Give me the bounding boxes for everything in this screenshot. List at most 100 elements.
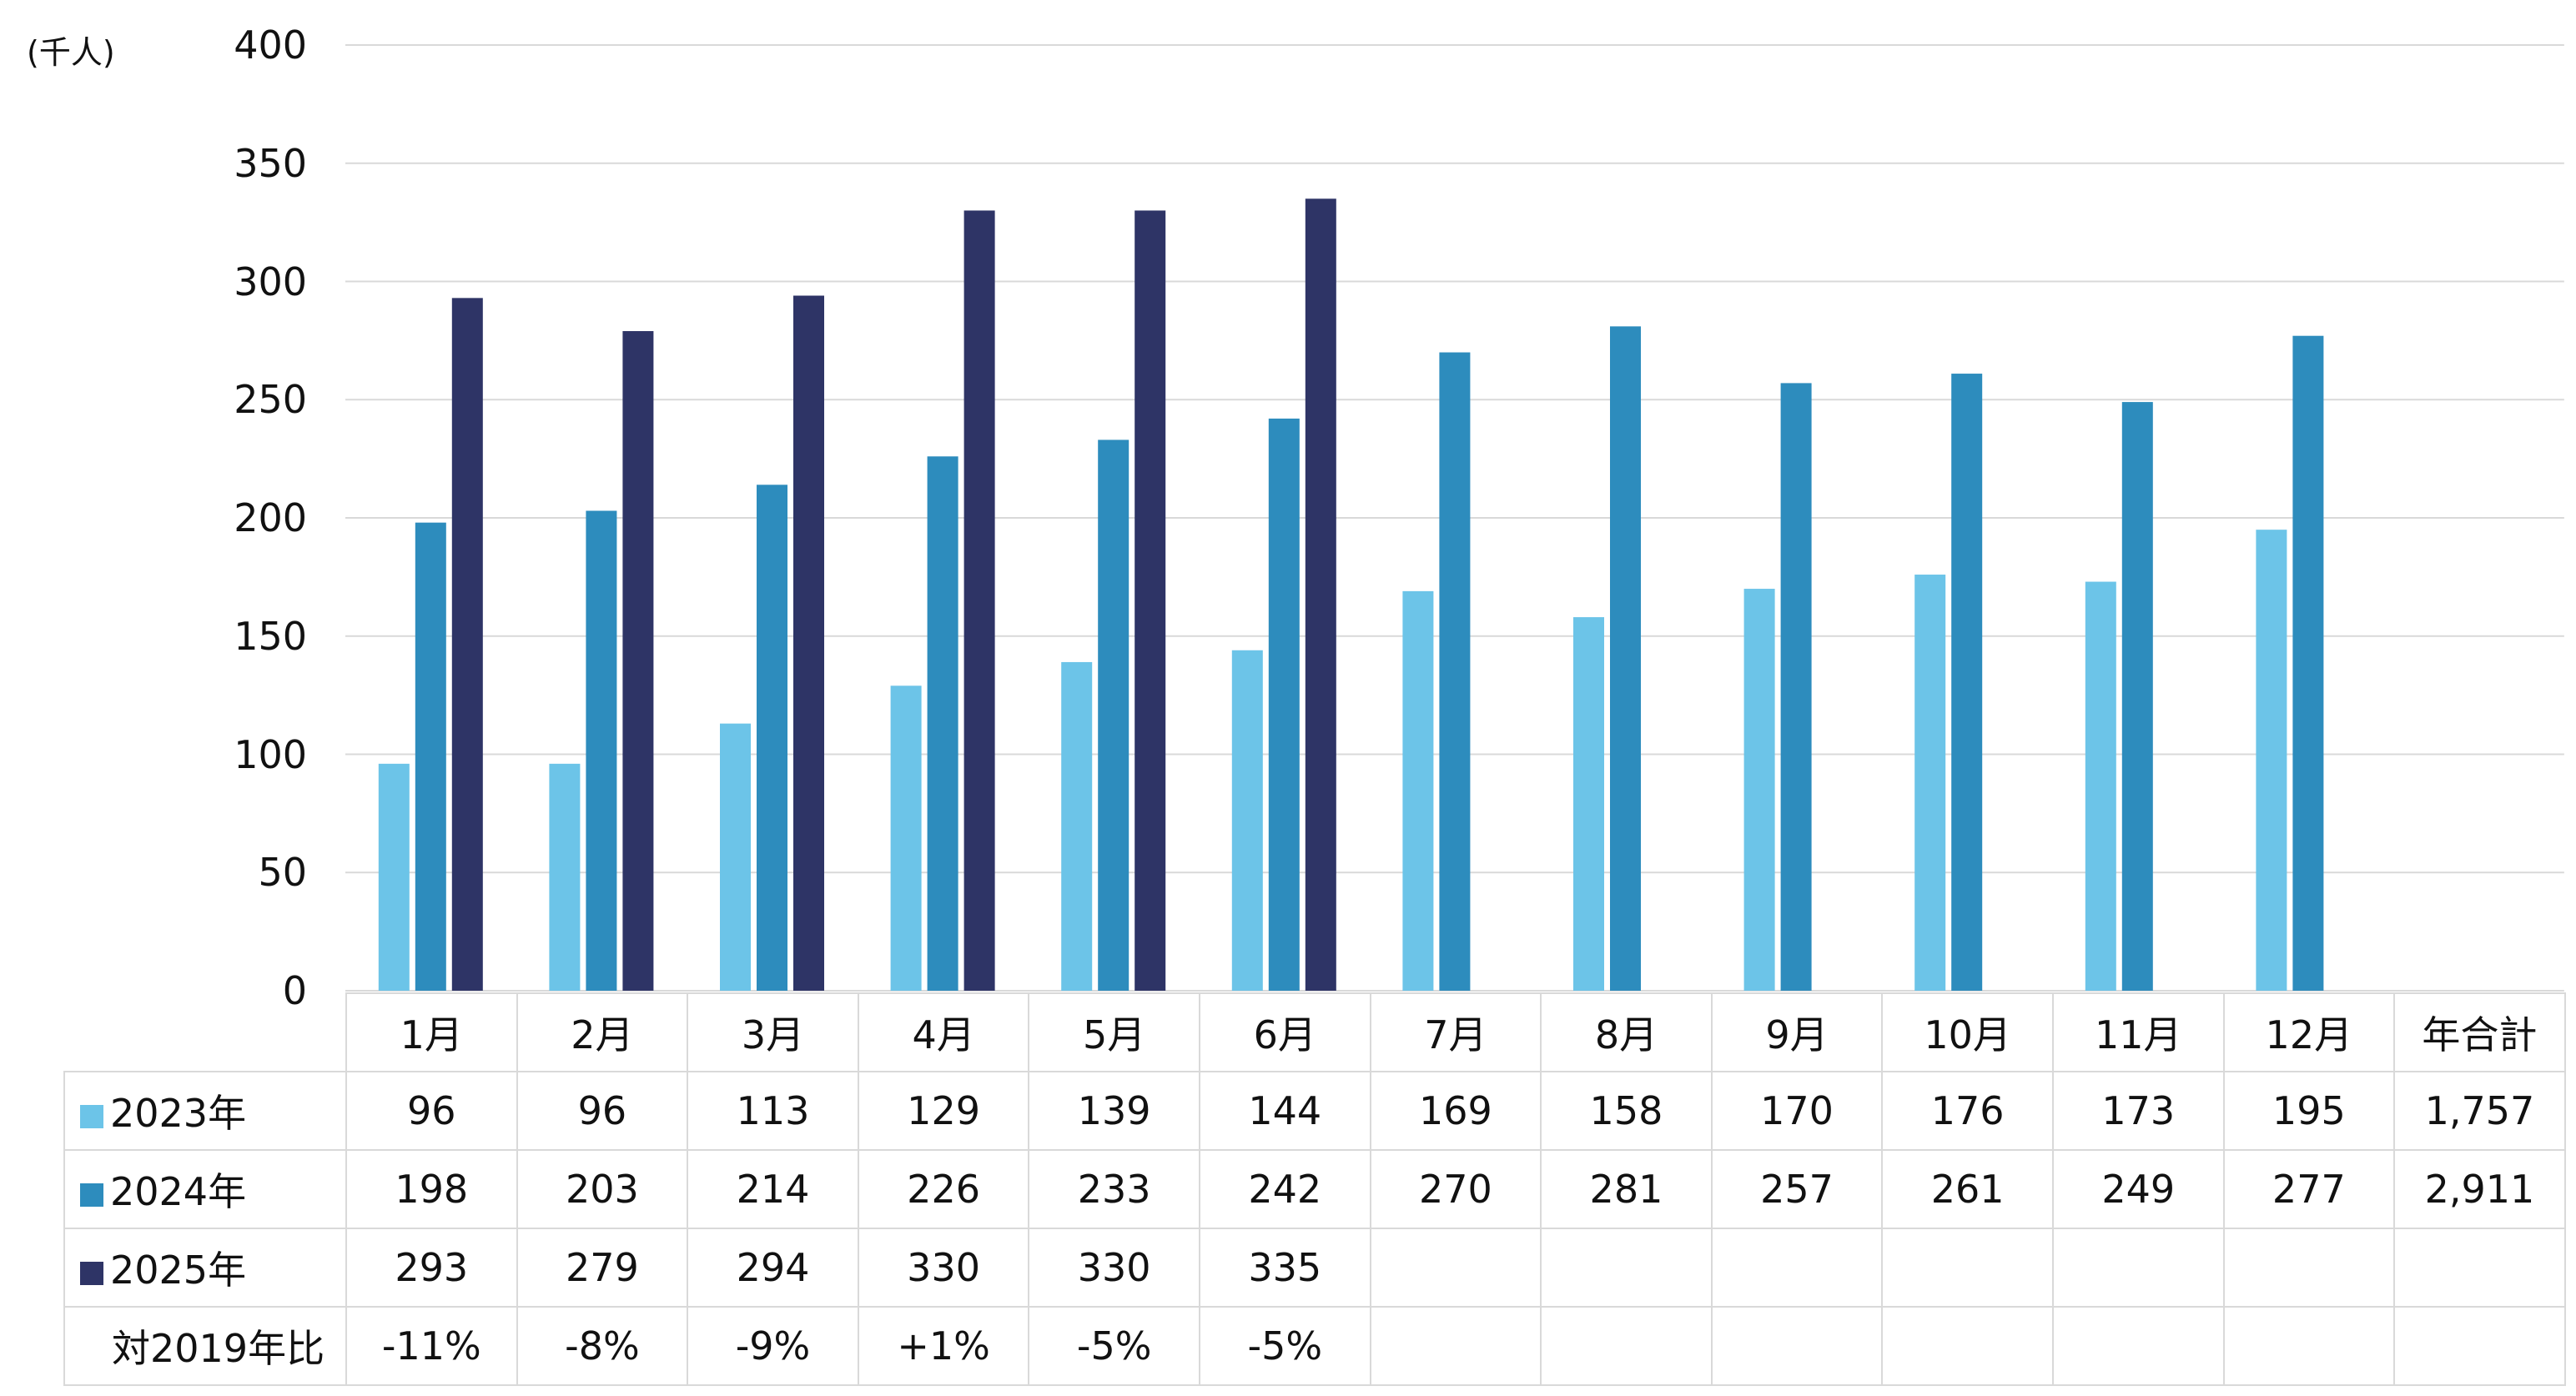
data-label	[1881, 1228, 2054, 1308]
bar-2024年-6月	[1268, 418, 1300, 991]
ratio-value	[1881, 1306, 2054, 1386]
data-label: 281	[1540, 1149, 1713, 1229]
bar-2023年-10月	[1914, 575, 1946, 991]
bar-2023年-2月	[549, 763, 581, 991]
data-label: 214	[687, 1149, 859, 1229]
bar-2023年-4月	[890, 685, 922, 991]
bar-2023年-3月	[720, 723, 751, 991]
y-axis-unit-label: (千人)	[27, 34, 115, 71]
y-tick-label: 250	[234, 377, 307, 423]
bar-2023年-8月	[1573, 617, 1604, 991]
data-label	[1369, 1228, 1542, 1308]
data-label: 129	[857, 1071, 1030, 1151]
bar-2024年-9月	[1780, 383, 1812, 991]
y-tick-label: 400	[234, 23, 307, 68]
data-label: 158	[1540, 1071, 1713, 1151]
bar-2024年-7月	[1439, 352, 1471, 991]
x-tick-label: 12月	[2222, 992, 2396, 1072]
ratio-value	[1369, 1306, 1542, 1386]
bar-2024年-1月	[415, 522, 446, 991]
series-legend-cell: 2025年	[63, 1228, 347, 1308]
data-label: 176	[1881, 1071, 2054, 1151]
x-tick-label: 8月	[1540, 992, 1713, 1072]
x-tick-label: 6月	[1198, 992, 1371, 1072]
x-tick-label: 4月	[857, 992, 1030, 1072]
table-header-row: 1月 2月 3月 4月 5月 6月 7月 8月 9月 10月 11月 12月 年合計	[64, 992, 2566, 1072]
total-header: 年合計	[2393, 992, 2566, 1072]
data-label	[1540, 1228, 1713, 1308]
bar-2024年-12月	[2292, 335, 2324, 992]
data-label: 203	[516, 1149, 689, 1229]
total-value: 1,757	[2393, 1071, 2566, 1151]
bar-2024年-4月	[927, 456, 958, 991]
legend-swatch	[80, 1105, 103, 1128]
bar-2023年-5月	[1061, 661, 1093, 991]
y-tick-label: 150	[234, 613, 307, 659]
bar-2024年-5月	[1098, 439, 1130, 991]
data-label	[2222, 1228, 2396, 1308]
table-row: 2023年 96 96 113 129 139 144 169 158 170 176 173 195 1…	[63, 1071, 2566, 1151]
bar-2025年-6月	[1305, 198, 1336, 991]
data-label: 233	[1028, 1149, 1200, 1229]
y-tick-label: 200	[234, 495, 307, 540]
series-legend-cell: 2024年	[63, 1149, 347, 1229]
legend-label: 2023年	[110, 1091, 247, 1136]
y-tick-label: 300	[234, 259, 307, 304]
bar-2023年-11月	[2085, 581, 2116, 991]
data-label: 294	[687, 1228, 859, 1308]
bar-2023年-9月	[1743, 589, 1775, 991]
data-label: 261	[1881, 1149, 2054, 1229]
ratio-value: -11%	[345, 1306, 518, 1386]
ratio-value: -8%	[516, 1306, 689, 1386]
legend-label: 2025年	[110, 1248, 247, 1293]
ratio-value: -5%	[1028, 1306, 1200, 1386]
data-label: 173	[2051, 1071, 2225, 1151]
ratio-value	[1540, 1306, 1713, 1386]
total-value: 2,911	[2393, 1149, 2566, 1229]
legend-swatch	[80, 1183, 103, 1207]
y-tick-label: 350	[234, 140, 307, 186]
ratio-value	[2222, 1306, 2396, 1386]
bar-2024年-8月	[1610, 326, 1641, 991]
data-table: 1月 2月 3月 4月 5月 6月 7月 8月 9月 10月 11月 12月 年合計 2023年 96 96 1…	[63, 992, 2566, 1386]
ratio-total-empty	[2393, 1306, 2566, 1386]
data-label: 242	[1198, 1149, 1371, 1229]
ratio-value: -9%	[687, 1306, 859, 1386]
ratio-value	[1710, 1306, 1884, 1386]
x-tick-label: 9月	[1710, 992, 1884, 1072]
data-label: 279	[516, 1228, 689, 1308]
data-label: 96	[516, 1071, 689, 1151]
ratio-value: -5%	[1198, 1306, 1371, 1386]
bar-2025年-2月	[622, 331, 654, 991]
legend-swatch	[80, 1262, 103, 1285]
bar-2024年-11月	[2121, 402, 2153, 992]
total-value	[2393, 1228, 2566, 1308]
bar-2025年-3月	[793, 295, 824, 991]
data-label	[1710, 1228, 1884, 1308]
table-row: 2024年 198 203 214 226 233 242 270 281 257 261 249 27…	[63, 1149, 2566, 1229]
bar-2024年-2月	[586, 510, 617, 991]
data-label: 139	[1028, 1071, 1200, 1151]
data-label: 270	[1369, 1149, 1542, 1229]
bar-2023年-12月	[2256, 530, 2287, 991]
y-tick-label: 100	[234, 731, 307, 777]
data-label: 195	[2222, 1071, 2396, 1151]
table-row: 2025年 293 279 294 330 330 335	[63, 1228, 2566, 1308]
bar-2024年-3月	[757, 485, 787, 991]
x-tick-label: 1月	[345, 992, 518, 1072]
data-label: 226	[857, 1149, 1030, 1229]
bar-2025年-4月	[963, 210, 995, 991]
bar-2025年-5月	[1135, 210, 1166, 991]
ratio-value	[2051, 1306, 2225, 1386]
data-label: 335	[1198, 1228, 1371, 1308]
x-tick-label: 2月	[516, 992, 689, 1072]
series-legend-cell: 2023年	[63, 1071, 347, 1151]
x-tick-label: 5月	[1028, 992, 1200, 1072]
data-label: 249	[2051, 1149, 2225, 1229]
x-tick-label: 7月	[1369, 992, 1542, 1072]
bar-2025年-1月	[451, 298, 483, 992]
data-label: 277	[2222, 1149, 2396, 1229]
data-label: 293	[345, 1228, 518, 1308]
x-tick-label: 10月	[1881, 992, 2054, 1072]
x-tick-label: 11月	[2051, 992, 2225, 1072]
